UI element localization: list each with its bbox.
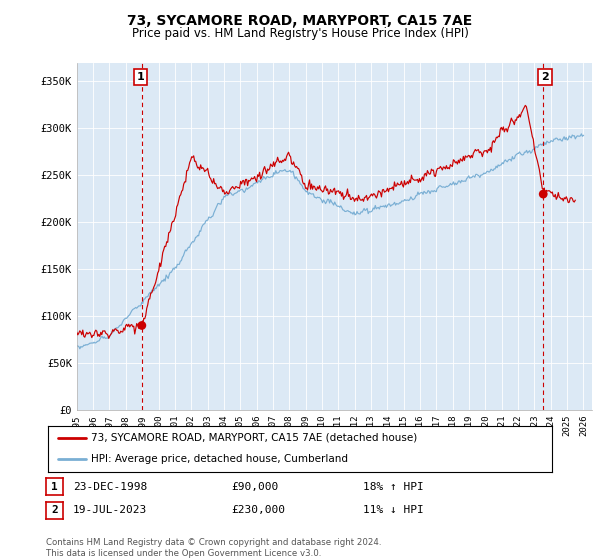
Text: 18% ↑ HPI: 18% ↑ HPI bbox=[363, 482, 424, 492]
Text: 23-DEC-1998: 23-DEC-1998 bbox=[73, 482, 148, 492]
Point bbox=[538, 190, 548, 199]
Text: £90,000: £90,000 bbox=[231, 482, 278, 492]
Text: 1: 1 bbox=[136, 72, 144, 82]
Text: 73, SYCAMORE ROAD, MARYPORT, CA15 7AE: 73, SYCAMORE ROAD, MARYPORT, CA15 7AE bbox=[127, 14, 473, 28]
Text: HPI: Average price, detached house, Cumberland: HPI: Average price, detached house, Cumb… bbox=[91, 454, 348, 464]
Text: 73, SYCAMORE ROAD, MARYPORT, CA15 7AE (detached house): 73, SYCAMORE ROAD, MARYPORT, CA15 7AE (d… bbox=[91, 433, 417, 443]
Point bbox=[137, 321, 146, 330]
Text: Price paid vs. HM Land Registry's House Price Index (HPI): Price paid vs. HM Land Registry's House … bbox=[131, 27, 469, 40]
Text: £230,000: £230,000 bbox=[231, 505, 285, 515]
Text: 19-JUL-2023: 19-JUL-2023 bbox=[73, 505, 148, 515]
Text: 2: 2 bbox=[541, 72, 549, 82]
Text: Contains HM Land Registry data © Crown copyright and database right 2024.
This d: Contains HM Land Registry data © Crown c… bbox=[46, 538, 382, 558]
Text: 11% ↓ HPI: 11% ↓ HPI bbox=[363, 505, 424, 515]
Text: 1: 1 bbox=[51, 482, 58, 492]
Text: 2: 2 bbox=[51, 505, 58, 515]
